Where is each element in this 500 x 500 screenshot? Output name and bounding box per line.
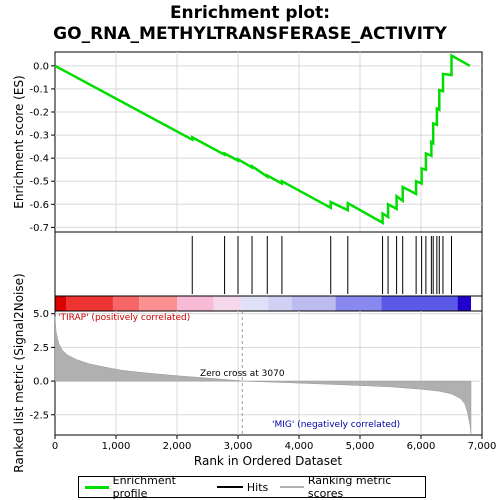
colorbar-segment bbox=[381, 296, 458, 311]
ranking-metric-area bbox=[54, 316, 472, 434]
legend-item-hits: Hits bbox=[216, 480, 269, 494]
metric-area-group bbox=[54, 316, 472, 434]
es-ytick-label: -0.6 bbox=[29, 200, 49, 211]
es-panel-frame bbox=[54, 51, 483, 233]
legend-item-enrichment-profile: Enrichment profile bbox=[85, 474, 205, 500]
metric-xtick-label: 5,000 bbox=[346, 441, 375, 452]
legend-enrichment-profile-label: Enrichment profile bbox=[112, 474, 176, 500]
chart-title-line-2: GO_RNA_METHYLTRANSFERASE_ACTIVITY bbox=[53, 24, 447, 44]
metric-ytick-label: 2.5 bbox=[33, 343, 49, 354]
es-ytick-label: -0.1 bbox=[29, 84, 49, 95]
colorbar-segment bbox=[335, 296, 382, 311]
metric-xtick-label: 1,000 bbox=[102, 441, 131, 452]
enrichment-profile-line bbox=[54, 53, 471, 225]
hits-panel bbox=[54, 231, 483, 297]
metric-panel: 5.0 2.5 0.0 -2.5 0 1,000 2,000 3,000 4,000 5,000… bbox=[29, 309, 496, 452]
metric-xtick-label: 7,000 bbox=[468, 441, 497, 452]
metric-y-ticks: 5.0 2.5 0.0 -2.5 bbox=[29, 309, 55, 421]
colorbar-segment bbox=[241, 296, 269, 311]
colorbar-segment bbox=[268, 296, 292, 311]
es-y-ticks: 0.0 -0.1 -0.2 -0.3 -0.4 -0.5 -0.6 -0.7 bbox=[29, 61, 55, 234]
colorbar-segment bbox=[65, 296, 113, 311]
positive-correlation-label: 'TIRAP' (positively correlated) bbox=[58, 313, 190, 323]
ranking-swatch bbox=[280, 486, 304, 488]
metric-xtick-label: 0 bbox=[52, 441, 58, 452]
legend-hits-label: Hits bbox=[246, 480, 269, 494]
metric-x-axis-label: Rank in Ordered Dataset bbox=[194, 454, 342, 468]
metric-ytick-label: 0.0 bbox=[33, 377, 49, 388]
metric-xtick-label: 4,000 bbox=[285, 441, 314, 452]
metric-xtick-label: 2,000 bbox=[163, 441, 192, 452]
legend-ranking-label: Ranking metric scores bbox=[307, 474, 392, 500]
es-line-group bbox=[54, 53, 471, 225]
colorbar-segment bbox=[177, 296, 214, 311]
metric-xtick-label: 6,000 bbox=[407, 441, 436, 452]
colorbar-segment bbox=[55, 296, 66, 311]
es-panel: 0.0 -0.1 -0.2 -0.3 -0.4 -0.5 -0.6 -0.7 bbox=[29, 51, 483, 234]
metric-y-axis-label: Ranked list metric (Signal2Noise) bbox=[12, 273, 26, 472]
rank-colorbar bbox=[54, 295, 483, 312]
zero-cross-label: Zero cross at 3070 bbox=[200, 369, 285, 379]
hit-lines bbox=[191, 236, 452, 294]
colorbar-segment bbox=[139, 296, 177, 311]
metric-ytick-label: -2.5 bbox=[29, 410, 49, 421]
legend-item-ranking: Ranking metric scores bbox=[280, 474, 419, 500]
es-y-axis-label: Enrichment score (ES) bbox=[12, 75, 26, 208]
colorbar-segment bbox=[112, 296, 140, 311]
negative-correlation-label: 'MIG' (negatively correlated) bbox=[272, 420, 400, 430]
metric-ytick-label: 5.0 bbox=[33, 309, 49, 320]
es-ytick-label: -0.4 bbox=[29, 154, 49, 165]
enrichment-profile-swatch bbox=[85, 485, 109, 489]
es-ytick-label: -0.2 bbox=[29, 108, 49, 119]
hits-swatch bbox=[216, 486, 243, 488]
es-ytick-label: 0.0 bbox=[33, 61, 49, 72]
metric-x-ticks: 0 1,000 2,000 3,000 4,000 5,000 6,000 7,000 bbox=[52, 435, 497, 452]
colorbar-segments bbox=[55, 296, 472, 311]
colorbar-segment bbox=[213, 296, 242, 311]
legend: Enrichment profile Hits Ranking metric s… bbox=[78, 474, 426, 500]
es-gridlines bbox=[55, 52, 482, 232]
colorbar-segment bbox=[291, 296, 336, 311]
colorbar-segment bbox=[457, 296, 472, 311]
chart-title-line-1: Enrichment plot: bbox=[169, 3, 331, 23]
es-ytick-label: -0.7 bbox=[29, 223, 49, 234]
hits-panel-frame bbox=[54, 231, 483, 297]
es-ytick-label: -0.5 bbox=[29, 177, 49, 188]
metric-xtick-label: 3,000 bbox=[224, 441, 253, 452]
es-ytick-label: -0.3 bbox=[29, 131, 49, 142]
